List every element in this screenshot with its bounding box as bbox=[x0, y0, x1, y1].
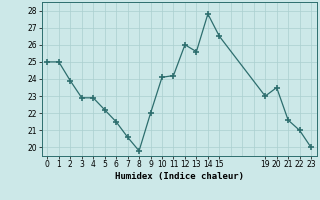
X-axis label: Humidex (Indice chaleur): Humidex (Indice chaleur) bbox=[115, 172, 244, 181]
